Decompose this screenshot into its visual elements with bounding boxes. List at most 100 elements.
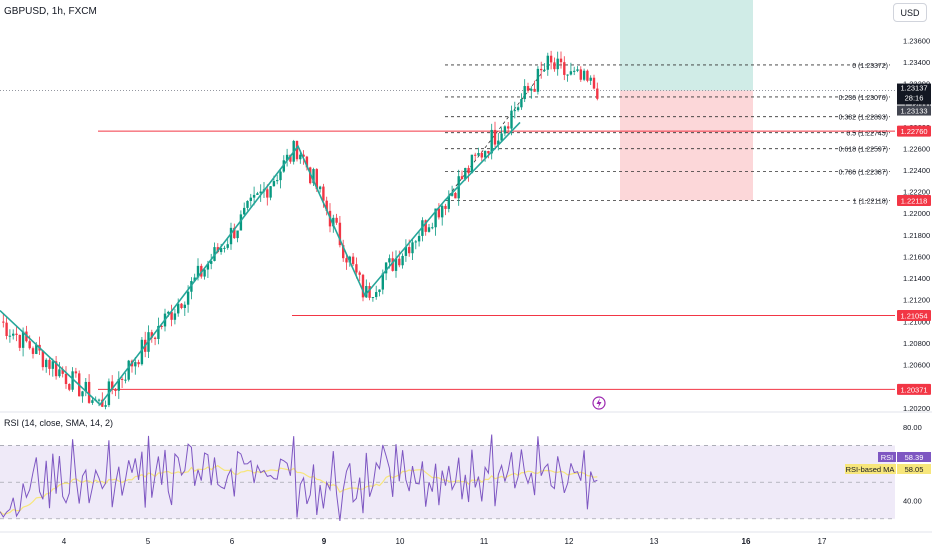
rsi-line	[0, 434, 598, 522]
candle-body	[586, 70, 589, 81]
time-axis-tick: 12	[565, 537, 574, 546]
candle-body	[167, 311, 170, 314]
candle-body	[229, 227, 233, 245]
candle-body	[134, 362, 137, 367]
candle-body	[460, 176, 464, 180]
time-axis-tick: 10	[396, 537, 405, 546]
candle-body	[404, 247, 408, 256]
zigzag-pattern-line	[0, 121, 521, 406]
candle-body	[140, 339, 144, 365]
candle-body	[546, 55, 549, 70]
price-axis-tick: 1.20600	[903, 361, 930, 370]
price-axis-tick: 1.22000	[903, 209, 930, 218]
fib-bottom-price-label: 1.22118	[901, 196, 928, 205]
candle-body	[325, 200, 328, 211]
time-axis-tick: 4	[62, 537, 67, 546]
candle-body	[177, 303, 180, 314]
candle-body	[391, 258, 394, 271]
candle-body	[2, 321, 5, 323]
candle-body	[444, 205, 447, 209]
candle-body	[5, 322, 8, 336]
fib-bottom-price-label-bg	[897, 194, 931, 206]
rsi-title: RSI (14, close, SMA, 14, 2)	[4, 418, 114, 428]
secondary-price-label: 1.23133	[900, 107, 927, 116]
candle-body	[157, 325, 160, 339]
candle-body	[272, 181, 276, 187]
time-axis-tick: 9	[322, 537, 327, 546]
candle-body	[219, 248, 223, 253]
price-axis-tick: 1.21800	[903, 231, 930, 240]
candle-body	[351, 256, 355, 265]
fib-level-label: 0.236 (1.23076)	[839, 95, 888, 102]
candle-body	[394, 258, 398, 271]
level-price-label: 1.20371	[900, 385, 927, 394]
candle-body	[480, 153, 483, 158]
candle-body	[68, 383, 71, 390]
fib-level-label: 0.618 (1.22597)	[839, 147, 888, 154]
candle-body	[441, 205, 444, 218]
time-axis-tick: 13	[650, 537, 659, 546]
candle-body	[523, 86, 526, 100]
candle-body	[21, 331, 25, 348]
candle-body	[434, 208, 437, 228]
candle-body	[464, 167, 467, 180]
candle-body	[566, 74, 569, 76]
candle-body	[186, 291, 190, 305]
candle-body	[285, 154, 289, 161]
price-axis-tick: 1.22200	[903, 188, 930, 197]
price-axis-tick: 1.20200	[903, 404, 930, 413]
candle-body	[180, 303, 183, 308]
candle-body	[160, 325, 163, 327]
time-axis-tick: 16	[742, 537, 751, 546]
target-zone	[620, 0, 753, 91]
secondary-price-bg	[897, 105, 931, 116]
price-axis-tick: 1.21200	[903, 296, 930, 305]
candle-body	[45, 359, 48, 368]
candle-body	[114, 389, 117, 391]
rsi-ma-name-bg	[845, 464, 896, 474]
currency-button[interactable]: USD	[893, 3, 927, 22]
candle-body	[516, 107, 520, 111]
candle-body	[276, 180, 279, 182]
candle-body	[431, 227, 434, 229]
price-axis-tick: 1.22600	[903, 144, 930, 153]
candle-body	[196, 265, 200, 278]
candle-body	[507, 126, 510, 129]
candle-body	[233, 227, 236, 239]
candle-body	[543, 69, 546, 71]
level-price-label-bg	[897, 125, 931, 137]
candle-body	[500, 133, 503, 141]
candle-body	[206, 263, 210, 270]
candle-body	[497, 140, 500, 145]
candle-body	[315, 169, 318, 190]
candle-body	[87, 381, 91, 403]
candle-body	[81, 391, 84, 397]
candle-body	[467, 167, 470, 174]
candle-body	[503, 126, 507, 134]
time-axis-tick: 17	[818, 537, 827, 546]
fib-level-label: 1 (1.22118)	[853, 198, 888, 205]
candle-body	[203, 269, 206, 277]
current-price-label: 1.23137	[900, 84, 927, 93]
candle-body	[589, 77, 592, 81]
candle-body	[124, 379, 127, 381]
fib-level-label: 0.5 (1.22745)	[846, 131, 888, 138]
candle-body	[15, 333, 18, 335]
candle-body	[246, 200, 249, 208]
symbol-title: GBPUSD, 1h, FXCM	[4, 6, 97, 17]
candle-body	[312, 169, 315, 184]
candle-body	[530, 88, 533, 91]
candle-body	[58, 369, 61, 377]
candle-body	[411, 242, 414, 254]
candle-body	[318, 186, 322, 190]
candle-body	[384, 262, 388, 274]
rsi-axis-tick: 40.00	[903, 497, 922, 506]
candle-body	[596, 88, 599, 99]
candle-body	[457, 176, 460, 199]
candle-body	[582, 70, 586, 80]
fib-level-label: 0 (1.23372)	[852, 63, 888, 70]
candle-body	[256, 193, 259, 195]
candle-body	[520, 99, 523, 108]
price-axis-tick: 1.20800	[903, 339, 930, 348]
